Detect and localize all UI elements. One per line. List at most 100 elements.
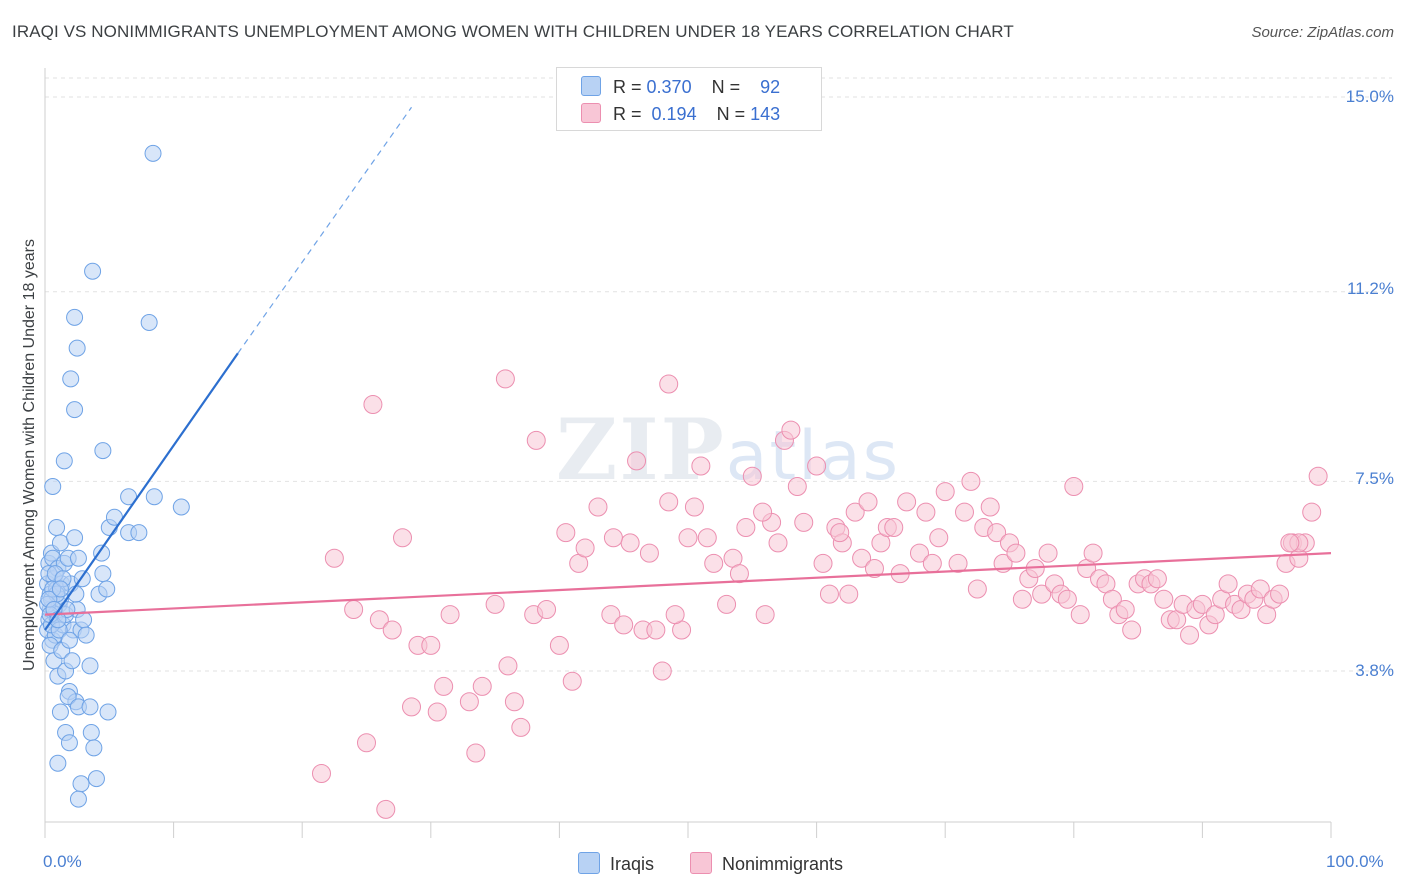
nonimmigrants-point — [421, 635, 441, 655]
nonimmigrants-point — [704, 553, 724, 573]
nonimmigrants-point — [684, 497, 704, 517]
y-tick-label: 7.5% — [1355, 469, 1394, 488]
iraqis-point — [60, 734, 78, 752]
series-legend: Iraqis Nonimmigrants — [0, 852, 1406, 876]
nonimmigrants-point — [897, 492, 917, 512]
nonimmigrants-point — [537, 600, 557, 619]
nonimmigrants-point — [1270, 584, 1290, 604]
source-label: Source: ZipAtlas.com — [1251, 24, 1394, 41]
nonimmigrants-point — [980, 497, 1000, 517]
iraqis-point — [51, 580, 69, 598]
iraqis-point — [75, 611, 93, 629]
nonimmigrants-point — [363, 395, 383, 414]
nonimmigrants-point — [466, 743, 486, 763]
iraqis-point — [66, 529, 84, 547]
legend-label: Nonimmigrants — [722, 854, 844, 874]
legend-item-nonimmigrants[interactable]: Nonimmigrants — [690, 852, 843, 875]
nonimmigrants-point — [1218, 574, 1238, 594]
iraqis-point — [145, 488, 163, 506]
nonimmigrants-point — [1083, 543, 1103, 563]
nonimmigrants-swatch — [690, 852, 712, 874]
iraqis-point — [98, 580, 116, 598]
iraqis-point — [49, 754, 67, 772]
legend-item-iraqis[interactable]: Iraqis — [578, 852, 654, 875]
nonimmigrants-point — [987, 523, 1007, 543]
nonimmigrants-point — [742, 466, 762, 486]
nonimmigrants-point — [369, 610, 389, 630]
iraqis-point — [51, 534, 69, 552]
x-tick-label: 100.0% — [1326, 852, 1384, 871]
nonimmigrants-point — [755, 605, 775, 625]
nonimmigrants-point — [646, 620, 666, 640]
iraqis-point — [82, 724, 100, 741]
nonimmigrants-point — [1192, 594, 1212, 614]
nonimmigrants-point — [807, 456, 827, 476]
nonimmigrants-point — [864, 559, 884, 578]
nonimmigrants-point — [620, 533, 640, 553]
iraqis-point — [59, 688, 77, 706]
nonimmigrants-point — [794, 512, 814, 532]
iraqis-trend-line — [44, 352, 239, 631]
nonimmigrants-point — [961, 471, 981, 491]
r-value: 0.194 — [651, 104, 697, 124]
nonimmigrants-point — [495, 369, 515, 389]
iraqis-point — [93, 544, 111, 562]
nonimmigrants-point — [575, 538, 595, 558]
y-tick-label: 15.0% — [1345, 87, 1394, 106]
nonimmigrants-point — [639, 543, 659, 563]
legend-row-nonimmigrants: R = 0.194 N = 143 — [581, 103, 780, 125]
nonimmigrants-trend-line — [44, 552, 1332, 616]
nonimmigrants-point — [1122, 620, 1142, 640]
nonimmigrants-point — [324, 548, 344, 568]
iraqis-point — [51, 703, 69, 721]
x-tick-label: 0.0% — [43, 852, 82, 871]
nonimmigrants-point — [427, 702, 447, 722]
nonimmigrants-point — [402, 697, 422, 717]
nonimmigrants-point — [929, 528, 949, 548]
nonimmigrants-point — [922, 553, 942, 573]
nonimmigrants-point — [787, 477, 807, 496]
nonimmigrants-point — [393, 528, 413, 548]
nonimmigrants-point — [357, 733, 376, 753]
n-label: N = — [711, 77, 741, 97]
iraqis-point — [94, 565, 112, 583]
nonimmigrants-point — [562, 671, 582, 691]
chart-title: IRAQI VS NONIMMIGRANTS UNEMPLOYMENT AMON… — [12, 22, 1014, 41]
nonimmigrants-point — [1070, 605, 1090, 625]
nonimmigrants-point — [344, 600, 364, 619]
nonimmigrants-point — [1147, 569, 1167, 589]
nonimmigrants-point — [1154, 589, 1174, 609]
nonimmigrants-point — [526, 430, 546, 450]
nonimmigrants-point — [311, 764, 331, 783]
nonimmigrants-point — [948, 553, 968, 573]
iraqis-point — [62, 370, 80, 388]
iraqis-point — [55, 452, 73, 470]
nonimmigrants-point — [376, 799, 396, 819]
iraqis-swatch — [581, 76, 601, 96]
nonimmigrants-point — [935, 482, 955, 502]
legend-label: Iraqis — [610, 854, 655, 874]
iraqis-point — [94, 442, 112, 460]
iraqis-point — [77, 626, 95, 644]
iraqis-point — [172, 498, 190, 516]
r-value: 0.370 — [646, 77, 692, 97]
nonimmigrants-point — [1032, 584, 1052, 604]
y-tick-label: 3.8% — [1355, 661, 1394, 680]
iraqis-point — [140, 314, 158, 331]
watermark-zip: ZIP — [556, 400, 726, 499]
iraqis-point — [81, 698, 99, 716]
nonimmigrants-point — [830, 523, 850, 543]
nonimmigrants-point — [1012, 589, 1032, 609]
nonimmigrants-point — [678, 528, 698, 548]
nonimmigrants-point — [1006, 543, 1026, 563]
n-value: 92 — [760, 77, 781, 97]
iraqis-point — [144, 144, 162, 162]
nonimmigrants-point — [556, 523, 576, 543]
iraqis-point — [48, 519, 66, 536]
legend-row-iraqis: R = 0.370 N = 92 — [581, 76, 780, 98]
nonimmigrants-point — [601, 605, 621, 625]
nonimmigrants-point — [753, 502, 773, 522]
nonimmigrants-point — [549, 635, 569, 655]
watermark: ZIPatlas — [556, 400, 900, 499]
